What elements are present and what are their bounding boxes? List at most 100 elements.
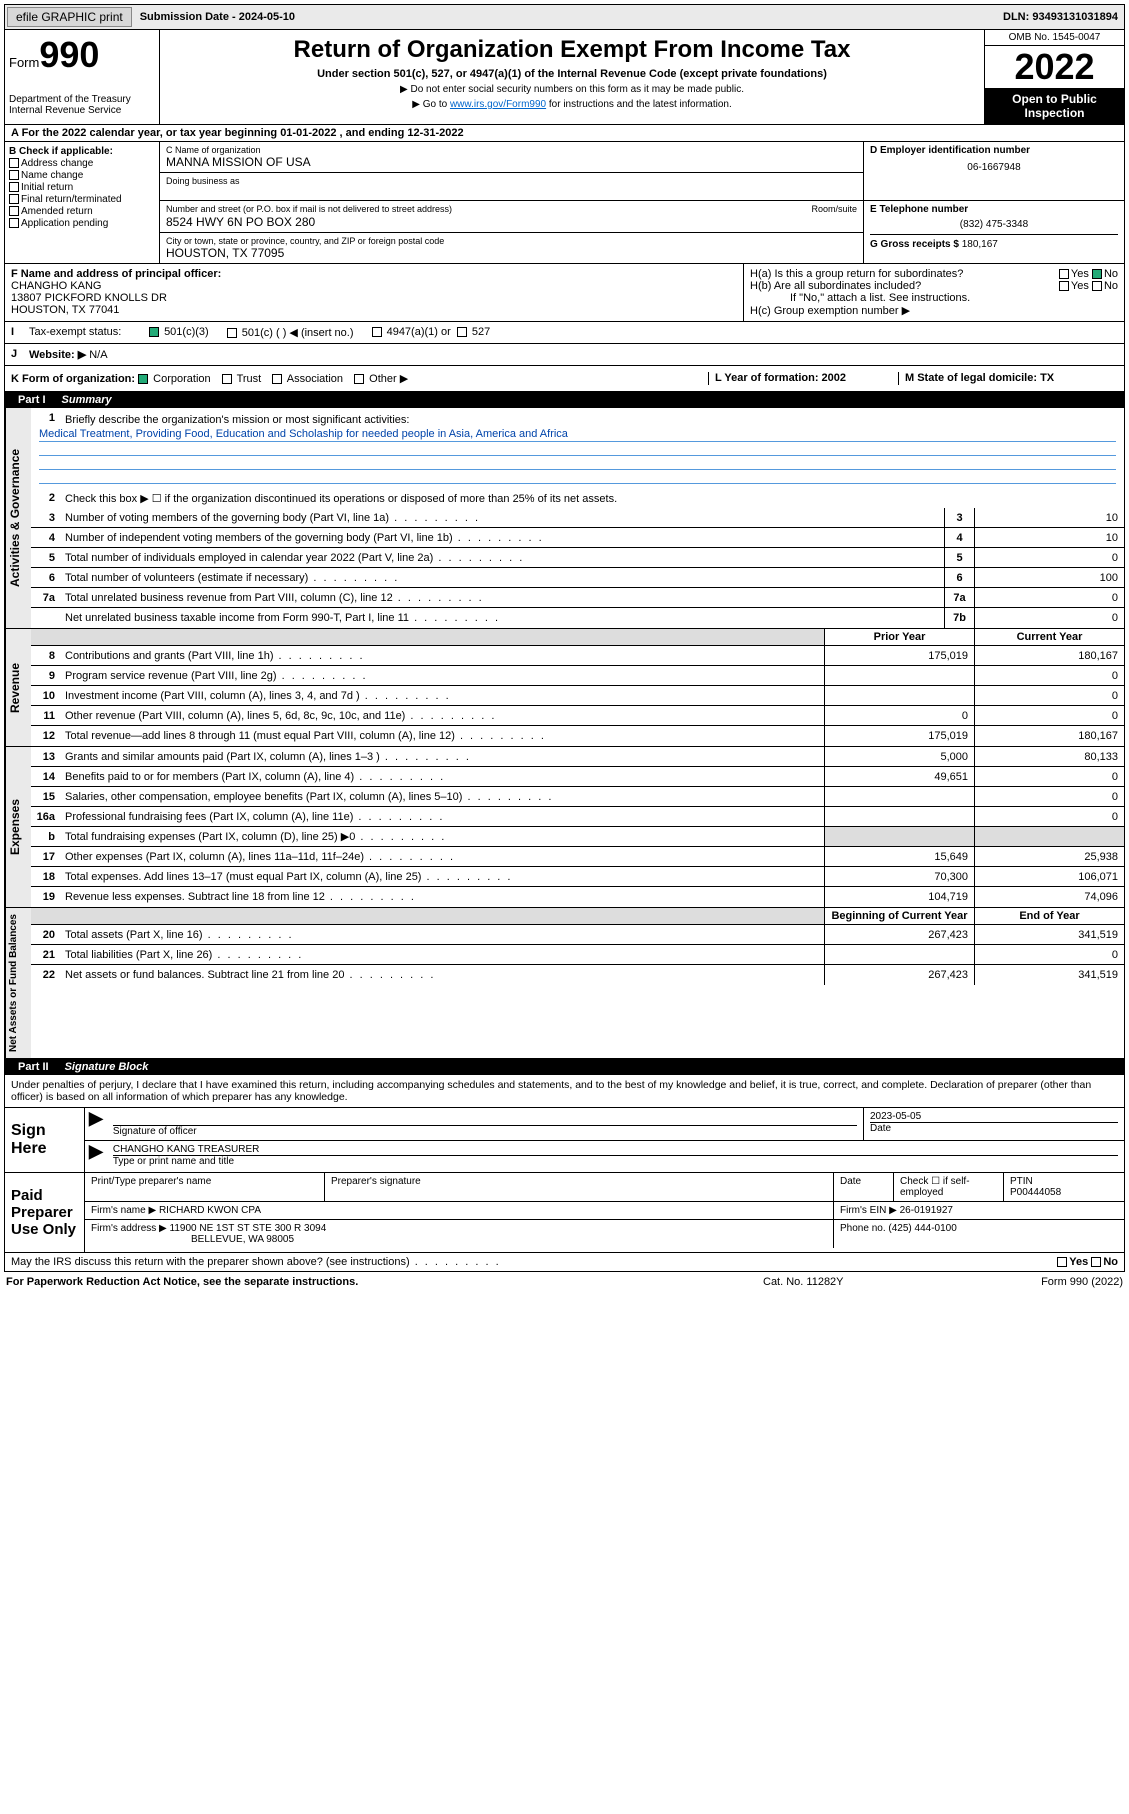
note-link: ▶ Go to www.irs.gov/Form990 for instruct… [168,99,976,110]
summary-row: 19Revenue less expenses. Subtract line 1… [31,887,1124,907]
summary-row: 6Total number of volunteers (estimate if… [31,568,1124,588]
city-value: HOUSTON, TX 77095 [166,246,857,260]
section-f: F Name and address of principal officer:… [5,264,744,321]
summary-row: 9Program service revenue (Part VIII, lin… [31,666,1124,686]
department-label: Department of the Treasury Internal Reve… [9,94,155,116]
officer-address: 13807 PICKFORD KNOLLS DR HOUSTON, TX 770… [11,292,167,316]
form-title: Return of Organization Exempt From Incom… [168,36,976,64]
summary-row: 17Other expenses (Part IX, column (A), l… [31,847,1124,867]
form-header: Form990 Department of the Treasury Inter… [4,30,1125,125]
type-name-label: Type or print name and title [113,1155,1118,1167]
hb-note: If "No," attach a list. See instructions… [750,292,1118,304]
firm-ein-value: 26-0191927 [900,1205,953,1216]
checkbox-icon[interactable] [9,170,19,180]
form-subtitle: Under section 501(c), 527, or 4947(a)(1)… [168,68,976,80]
gross-receipts-value: 180,167 [962,239,998,250]
checkbox-icon[interactable] [372,327,382,337]
form-version: Form 990 (2022) [943,1276,1123,1288]
year-formation: L Year of formation: 2002 [708,372,898,385]
checkbox-icon[interactable] [227,328,237,338]
summary-row: Net unrelated business taxable income fr… [31,608,1124,628]
checkbox-icon[interactable] [1057,1257,1067,1267]
checkbox-icon[interactable] [1059,281,1069,291]
summary-row: 4Number of independent voting members of… [31,528,1124,548]
ein-value: 06-1667948 [870,162,1118,173]
summary-row: 5Total number of individuals employed in… [31,548,1124,568]
section-h: H(a) Is this a group return for subordin… [744,264,1124,321]
preparer-sig-header: Preparer's signature [325,1173,834,1201]
part2-header: Part IISignature Block [4,1059,1125,1075]
row-j-website: J Website: ▶ N/A [4,344,1125,366]
col-prior-year: Prior Year [824,629,974,645]
checkbox-checked-icon[interactable] [1092,269,1102,279]
room-label: Room/suite [811,204,857,214]
firm-ein-label: Firm's EIN ▶ [840,1205,897,1216]
summary-row: 20Total assets (Part X, line 16)267,4233… [31,925,1124,945]
summary-row: 7aTotal unrelated business revenue from … [31,588,1124,608]
checkbox-checked-icon[interactable] [138,374,148,384]
checkbox-icon[interactable] [9,206,19,216]
page-footer: For Paperwork Reduction Act Notice, see … [4,1272,1125,1292]
summary-row: bTotal fundraising expenses (Part IX, co… [31,827,1124,847]
checkbox-icon[interactable] [354,374,364,384]
summary-row: 10Investment income (Part VIII, column (… [31,686,1124,706]
summary-row: 14Benefits paid to or for members (Part … [31,767,1124,787]
checkbox-icon[interactable] [1091,1257,1101,1267]
checkbox-icon[interactable] [222,374,232,384]
form-number: Form990 [9,34,155,76]
dln-label: DLN: 93493131031894 [997,9,1124,25]
phone-label: E Telephone number [870,204,1118,215]
summary-row: 3Number of voting members of the governi… [31,508,1124,528]
dba-label: Doing business as [166,176,857,186]
paperwork-notice: For Paperwork Reduction Act Notice, see … [6,1276,763,1288]
ptin-label: PTIN [1010,1176,1118,1187]
firm-name-label: Firm's name ▶ [91,1205,156,1216]
preparer-date-header: Date [834,1173,894,1201]
col-current-year: Current Year [974,629,1124,645]
self-employed-check[interactable]: Check ☐ if self-employed [894,1173,1004,1201]
state-domicile: M State of legal domicile: TX [898,372,1118,385]
summary-row: 18Total expenses. Add lines 13–17 (must … [31,867,1124,887]
checkbox-icon[interactable] [9,218,19,228]
section-net-assets: Net Assets or Fund Balances Beginning of… [4,908,1125,1059]
address-value: 8524 HWY 6N PO BOX 280 [166,215,857,229]
checkbox-icon[interactable] [457,327,467,337]
section-revenue: Revenue Prior YearCurrent Year 8Contribu… [4,629,1125,747]
sign-here-block: Sign Here ▶ Signature of officer 2023-05… [4,1107,1125,1173]
summary-row: 15Salaries, other compensation, employee… [31,787,1124,807]
checkbox-icon[interactable] [9,194,19,204]
checkbox-icon[interactable] [1092,281,1102,291]
row-k-form-org: K Form of organization: Corporation Trus… [4,366,1125,392]
checkbox-icon[interactable] [9,182,19,192]
sig-date-label: Date [870,1122,1118,1134]
top-bar: efile GRAPHIC print Submission Date - 20… [4,4,1125,30]
summary-row: 21Total liabilities (Part X, line 26)0 [31,945,1124,965]
ptin-value: P00444058 [1010,1187,1118,1198]
officer-name: CHANGHO KANG [11,280,101,292]
summary-row: 13Grants and similar amounts paid (Part … [31,747,1124,767]
address-label: Number and street (or P.O. box if mail i… [166,204,452,214]
note-ssn: ▶ Do not enter social security numbers o… [168,84,976,95]
summary-row: 22Net assets or fund balances. Subtract … [31,965,1124,985]
row-i-tax-status: I Tax-exempt status: 501(c)(3) 501(c) ( … [4,322,1125,344]
checkbox-icon[interactable] [9,158,19,168]
checkbox-icon[interactable] [272,374,282,384]
arrow-icon: ▶ [85,1108,107,1140]
hc-group-exemption: H(c) Group exemption number ▶ [750,304,1118,317]
firm-city-value: BELLEVUE, WA 98005 [91,1234,827,1245]
firm-phone-value: (425) 444-0100 [888,1223,956,1234]
mission-text: Medical Treatment, Providing Food, Educa… [39,428,1116,442]
firm-addr-value: 11900 NE 1ST ST STE 300 R 3094 [170,1223,327,1234]
tax-year: 2022 [985,46,1124,88]
paid-preparer-block: Paid Preparer Use Only Print/Type prepar… [4,1173,1125,1253]
summary-row: 8Contributions and grants (Part VIII, li… [31,646,1124,666]
checkbox-checked-icon[interactable] [149,327,159,337]
line-a-tax-year: A For the 2022 calendar year, or tax yea… [4,125,1125,142]
submission-date: Submission Date - 2024-05-10 [134,9,301,25]
sig-date-value: 2023-05-05 [870,1111,1118,1122]
firm-addr-label: Firm's address ▶ [91,1223,167,1234]
irs-link[interactable]: www.irs.gov/Form990 [450,99,546,110]
efile-button[interactable]: efile GRAPHIC print [7,7,132,27]
firm-phone-label: Phone no. [840,1223,886,1234]
checkbox-icon[interactable] [1059,269,1069,279]
